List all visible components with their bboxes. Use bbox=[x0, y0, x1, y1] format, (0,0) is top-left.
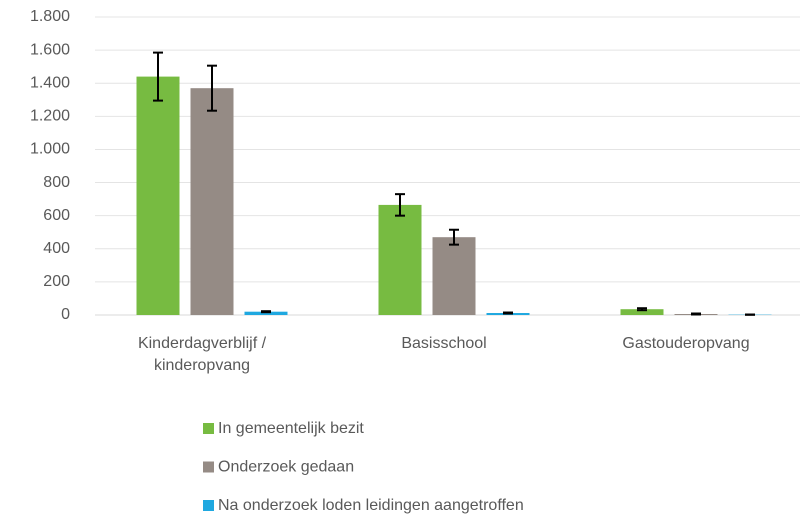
bar bbox=[378, 204, 422, 315]
y-tick-label: 1.000 bbox=[30, 141, 70, 158]
bar bbox=[190, 88, 234, 315]
bar bbox=[620, 309, 664, 315]
bar bbox=[432, 237, 476, 315]
legend-swatch bbox=[203, 500, 214, 511]
x-tick-label: Basisschool bbox=[401, 335, 487, 352]
y-tick-label: 800 bbox=[43, 174, 70, 191]
legend-label: Na onderzoek loden leidingen aangetroffe… bbox=[218, 497, 524, 514]
y-tick-label: 1.800 bbox=[30, 8, 70, 25]
y-tick-label: 1.200 bbox=[30, 108, 70, 125]
legend-label: In gemeentelijk bezit bbox=[218, 420, 364, 437]
legend-label: Onderzoek gedaan bbox=[218, 459, 354, 476]
x-tick-label: Gastouderopvang bbox=[622, 335, 750, 352]
legend-swatch bbox=[203, 423, 214, 434]
y-tick-label: 1.400 bbox=[30, 74, 70, 91]
bar bbox=[244, 311, 288, 315]
legend-swatch bbox=[203, 461, 214, 473]
bar bbox=[136, 76, 180, 315]
x-tick-label: Kinderdagverblijf / kinderopvang bbox=[137, 335, 267, 374]
y-tick-label: 400 bbox=[43, 240, 70, 257]
y-tick-label: 1.600 bbox=[30, 41, 70, 58]
y-tick-label: 0 bbox=[61, 306, 70, 323]
y-tick-label: 600 bbox=[43, 207, 70, 224]
y-tick-label: 200 bbox=[43, 273, 70, 290]
